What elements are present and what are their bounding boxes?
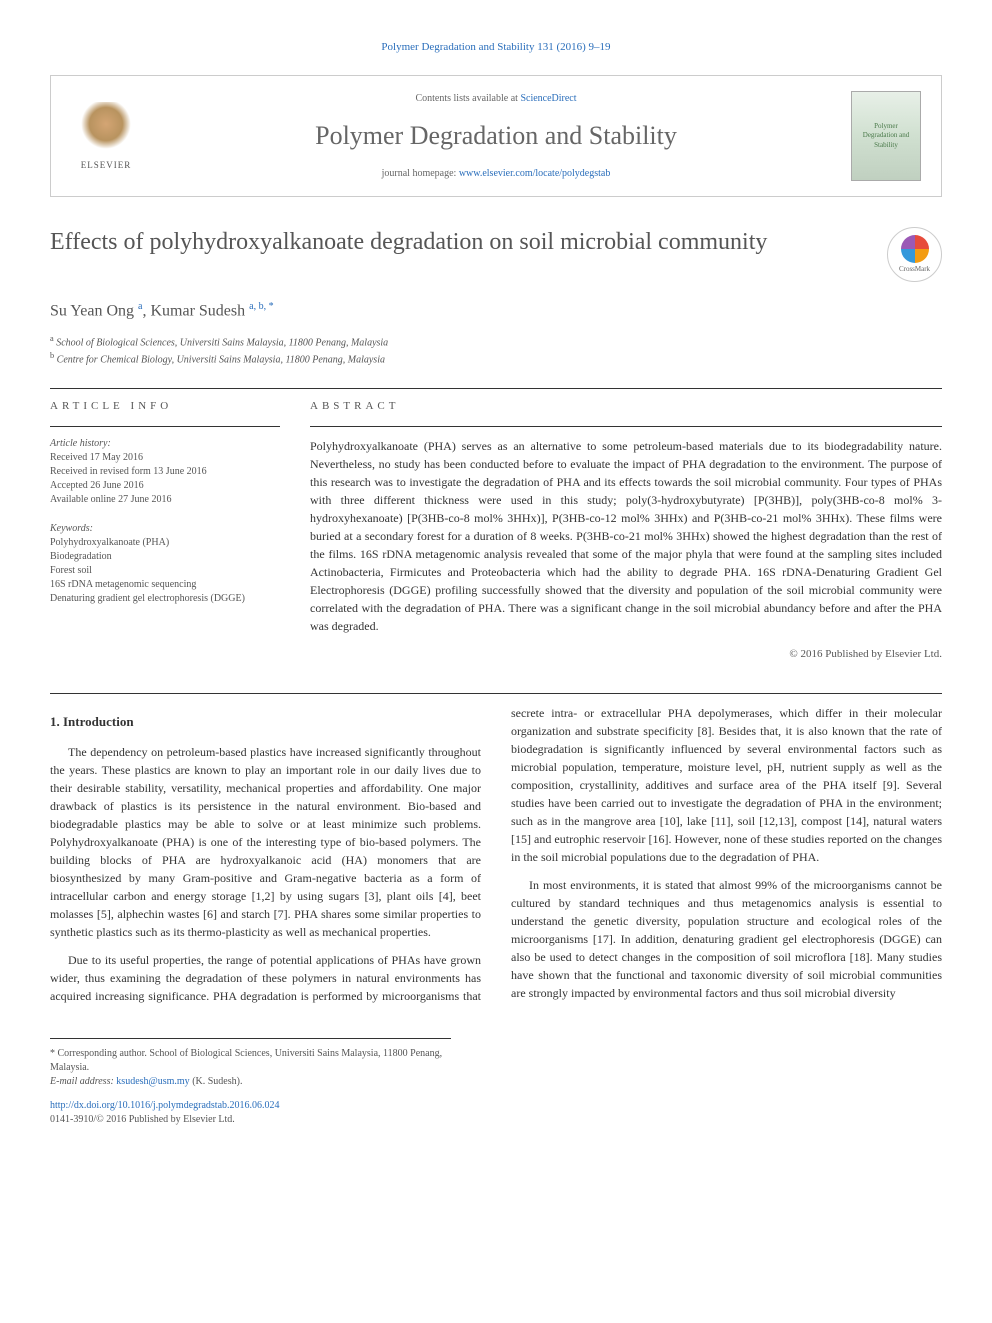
article-title: Effects of polyhydroxyalkanoate degradat…	[50, 227, 867, 258]
divider-info	[50, 426, 280, 427]
contents-line: Contents lists available at ScienceDirec…	[141, 92, 851, 106]
email-suffix: (K. Sudesh).	[192, 1076, 242, 1087]
abstract-heading: ABSTRACT	[310, 399, 942, 414]
affiliation-a: a School of Biological Sciences, Univers…	[50, 333, 942, 350]
body-columns: 1. Introduction The dependency on petrol…	[50, 704, 942, 1009]
sciencedirect-link[interactable]: ScienceDirect	[520, 93, 576, 104]
abstract-column: ABSTRACT Polyhydroxyalkanoate (PHA) serv…	[310, 399, 942, 663]
elsevier-logo[interactable]: ELSEVIER	[71, 96, 141, 176]
elsevier-tree-icon	[81, 102, 131, 157]
article-info-heading: ARTICLE INFO	[50, 399, 280, 414]
crossmark-icon	[901, 235, 929, 263]
author-1-affil: a	[138, 301, 142, 312]
received-date: Received 17 May 2016	[50, 452, 143, 463]
article-info-column: ARTICLE INFO Article history: Received 1…	[50, 399, 280, 663]
homepage-prefix: journal homepage:	[382, 168, 459, 179]
homepage-link[interactable]: www.elsevier.com/locate/polydegstab	[459, 168, 611, 179]
keyword-0: Polyhydroxyalkanoate (PHA)	[50, 537, 169, 548]
doi-line: http://dx.doi.org/10.1016/j.polymdegrads…	[50, 1099, 451, 1113]
doi-link[interactable]: http://dx.doi.org/10.1016/j.polymdegrads…	[50, 1100, 280, 1111]
email-link[interactable]: ksudesh@usm.my	[116, 1076, 189, 1087]
body-para-1: The dependency on petroleum-based plasti…	[50, 743, 481, 941]
author-2: Kumar Sudesh	[150, 303, 245, 320]
abstract-copyright: © 2016 Published by Elsevier Ltd.	[310, 647, 942, 662]
keyword-1: Biodegradation	[50, 551, 112, 562]
body-para-3: In most environments, it is stated that …	[511, 876, 942, 1002]
issn-line: 0141-3910/© 2016 Published by Elsevier L…	[50, 1113, 451, 1127]
journal-cover-thumbnail[interactable]: Polymer Degradation and Stability	[851, 91, 921, 181]
online-date: Available online 27 June 2016	[50, 494, 171, 505]
footer-block: * Corresponding author. School of Biolog…	[50, 1038, 451, 1127]
abstract-text: Polyhydroxyalkanoate (PHA) serves as an …	[310, 437, 942, 635]
divider-body	[50, 693, 942, 694]
journal-name: Polymer Degradation and Stability	[141, 118, 851, 154]
info-abstract-row: ARTICLE INFO Article history: Received 1…	[50, 399, 942, 663]
affiliations: a School of Biological Sciences, Univers…	[50, 333, 942, 368]
contents-prefix: Contents lists available at	[415, 93, 520, 104]
keyword-3: 16S rDNA metagenomic sequencing	[50, 579, 196, 590]
elsevier-label: ELSEVIER	[81, 159, 132, 172]
authors-line: Su Yean Ong a, Kumar Sudesh a, b, *	[50, 300, 942, 323]
email-label: E-mail address:	[50, 1076, 114, 1087]
accepted-date: Accepted 26 June 2016	[50, 480, 144, 491]
header-center: Contents lists available at ScienceDirec…	[141, 92, 851, 180]
corresponding-author: * Corresponding author. School of Biolog…	[50, 1047, 451, 1075]
keyword-4: Denaturing gradient gel electrophoresis …	[50, 593, 245, 604]
crossmark-badge[interactable]: CrossMark	[887, 227, 942, 282]
title-row: Effects of polyhydroxyalkanoate degradat…	[50, 227, 942, 282]
cover-text: Polymer Degradation and Stability	[856, 122, 916, 151]
crossmark-label: CrossMark	[899, 265, 930, 275]
journal-header-box: ELSEVIER Contents lists available at Sci…	[50, 75, 942, 197]
affiliation-b: b Centre for Chemical Biology, Universit…	[50, 350, 942, 367]
keyword-2: Forest soil	[50, 565, 92, 576]
divider-abstract	[310, 426, 942, 427]
email-line: E-mail address: ksudesh@usm.my (K. Sudes…	[50, 1075, 451, 1089]
author-2-affil: a, b, *	[249, 301, 273, 312]
history-label: Article history:	[50, 438, 111, 449]
page-container: Polymer Degradation and Stability 131 (2…	[0, 0, 992, 1167]
section-1-heading: 1. Introduction	[50, 712, 481, 732]
keywords-label: Keywords:	[50, 523, 93, 534]
divider-top	[50, 388, 942, 389]
revised-date: Received in revised form 13 June 2016	[50, 466, 207, 477]
homepage-line: journal homepage: www.elsevier.com/locat…	[141, 167, 851, 181]
keywords-block: Keywords: Polyhydroxyalkanoate (PHA) Bio…	[50, 522, 280, 606]
header-citation: Polymer Degradation and Stability 131 (2…	[50, 40, 942, 55]
author-1: Su Yean Ong	[50, 303, 134, 320]
article-history: Article history: Received 17 May 2016 Re…	[50, 437, 280, 507]
